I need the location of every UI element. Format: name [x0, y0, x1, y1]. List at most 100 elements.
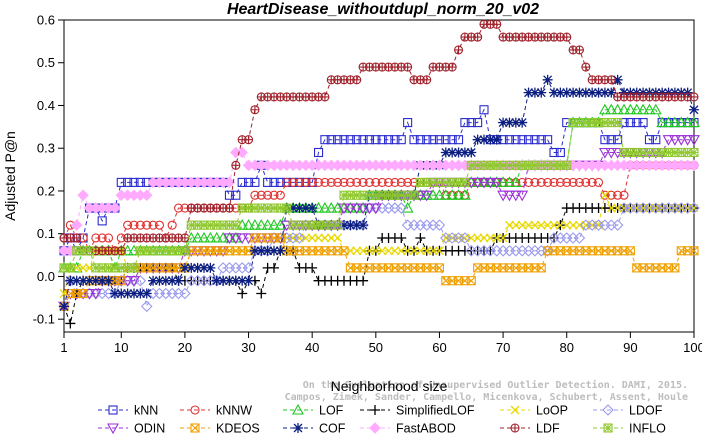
point-cof [71, 275, 82, 286]
point-lof [439, 189, 452, 200]
point-knn [600, 135, 610, 145]
point-cof [186, 262, 197, 273]
point-cof [307, 203, 318, 214]
point-cof [472, 134, 483, 145]
point-knnw [530, 177, 540, 187]
point-ldf [352, 75, 362, 85]
legend-label-knn: kNN [134, 404, 158, 418]
point-ldof [179, 287, 191, 300]
series-ldof [58, 202, 700, 313]
point-knn [523, 135, 534, 145]
series-kdeos [59, 233, 699, 311]
legend-marker-simplifiedlof [370, 405, 380, 415]
point-cof [192, 262, 203, 273]
point-cof [555, 87, 566, 98]
point-lof [688, 116, 700, 128]
point-knn [625, 118, 635, 128]
point-cof [249, 245, 260, 256]
point-ldf [116, 246, 126, 256]
x-tick-label: 60 [432, 340, 446, 355]
point-cof [294, 203, 305, 214]
point-knnw [390, 177, 400, 187]
point-fastabod [109, 202, 121, 214]
point-ldof [573, 232, 586, 244]
point-cof [606, 87, 617, 98]
point-loop [409, 246, 419, 256]
point-knn [326, 135, 336, 145]
point-ldf [562, 32, 572, 42]
point-knn [345, 135, 355, 145]
point-knnw [301, 177, 311, 187]
point-ldf [447, 62, 457, 72]
point-knn [422, 135, 432, 145]
point-ldf [224, 203, 235, 213]
point-knnw [167, 220, 177, 230]
point-kdeos [116, 276, 126, 286]
point-cof [504, 117, 515, 128]
point-inflo [613, 118, 623, 128]
point-ldof [611, 219, 624, 231]
point-knnw [613, 190, 623, 200]
point-lof [630, 103, 643, 115]
point-odin [668, 135, 681, 146]
point-knnw [103, 233, 114, 243]
point-ldof [140, 300, 153, 313]
point-lof [598, 103, 611, 115]
point-knn [313, 147, 324, 158]
point-knn [466, 118, 476, 128]
point-ldof [688, 202, 700, 214]
legend-item-kdeos: KDEOS [180, 422, 260, 434]
point-knn [511, 135, 521, 145]
point-knn [504, 135, 515, 145]
point-kdeos [434, 263, 445, 273]
point-knn [517, 135, 527, 145]
point-lof [503, 176, 516, 187]
point-cof [243, 275, 254, 286]
point-ldf [453, 45, 464, 55]
point-ldf [492, 19, 502, 29]
point-loop [384, 246, 394, 256]
point-loop [606, 203, 616, 213]
point-cof [90, 275, 101, 286]
point-lof [242, 219, 255, 230]
point-knnw [154, 220, 165, 230]
point-loop [415, 246, 425, 256]
point-knn [632, 118, 642, 128]
point-cof [491, 134, 502, 145]
point-odin [675, 135, 688, 146]
point-knn [129, 177, 139, 187]
point-cof [160, 275, 171, 286]
y-tick-label: 0.4 [37, 98, 55, 113]
point-knnw [396, 177, 406, 187]
point-knn [447, 135, 457, 145]
x-tick-label: 50 [369, 340, 383, 355]
point-knn [403, 118, 413, 128]
point-cof [300, 203, 311, 214]
point-lof [210, 231, 223, 243]
point-cof [574, 87, 585, 98]
legend-label-inflo: INFLO [629, 422, 666, 434]
point-odin [89, 288, 102, 300]
legend-label-lof: LOF [319, 404, 344, 418]
point-ldof [433, 219, 446, 231]
point-knn [263, 177, 273, 187]
point-knnw [568, 177, 578, 187]
point-inflo [231, 220, 241, 230]
point-lof [618, 103, 630, 115]
point-loop [364, 246, 374, 256]
point-knnw [383, 177, 394, 187]
point-knn [97, 216, 107, 226]
point-knnw [269, 190, 279, 200]
y-tick-label: 0.6 [37, 13, 55, 28]
point-cof [288, 203, 299, 214]
point-odin [223, 233, 236, 245]
point-ldf [422, 75, 432, 85]
point-knn [453, 135, 464, 145]
point-simplifiedlof [396, 232, 407, 243]
point-lof [605, 103, 618, 115]
point-simplifiedlof [65, 318, 76, 329]
point-odin [236, 233, 249, 245]
point-kdeos [339, 246, 349, 256]
point-knnw [339, 177, 349, 187]
x-tick-label: 70 [496, 340, 510, 355]
